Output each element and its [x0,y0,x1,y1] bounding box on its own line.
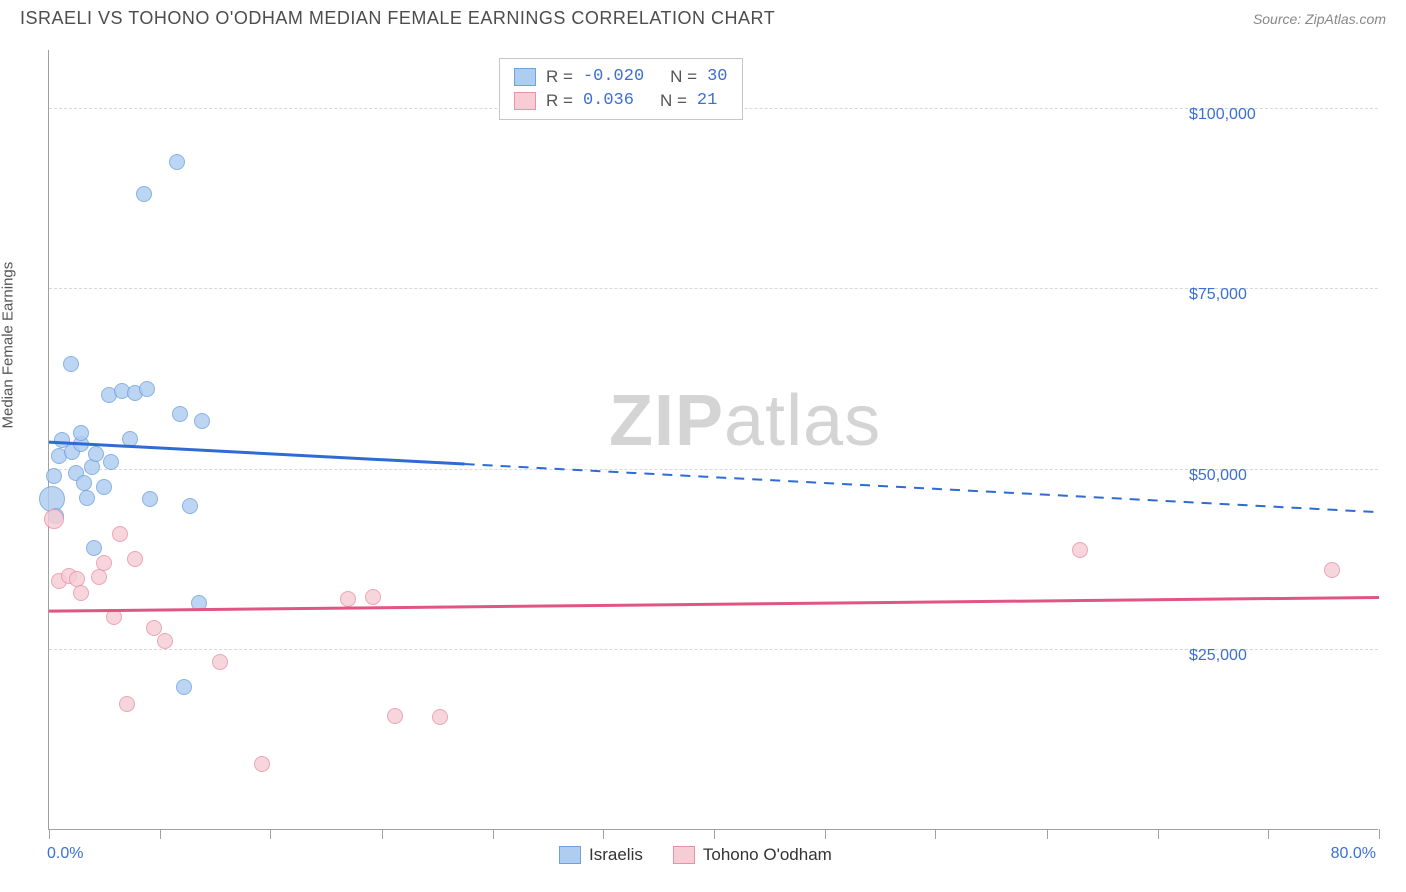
x-tick [935,829,936,839]
x-tick [1268,829,1269,839]
x-tick-label: 80.0% [1331,845,1376,863]
legend-swatch [514,68,536,86]
x-tick-label: 0.0% [47,845,83,863]
legend-swatch [559,846,581,864]
n-value: 30 [707,65,727,89]
x-tick [1047,829,1048,839]
x-tick [493,829,494,839]
x-tick [603,829,604,839]
n-label: N = [670,65,697,89]
r-label: R = [546,65,573,89]
legend-swatch [514,92,536,110]
x-tick [160,829,161,839]
x-tick [1379,829,1380,839]
x-tick [825,829,826,839]
legend-swatch [673,846,695,864]
legend-label: Tohono O'odham [703,845,832,865]
legend-item: Tohono O'odham [673,845,832,865]
x-tick [382,829,383,839]
chart-source: Source: ZipAtlas.com [1253,11,1386,27]
n-label: N = [660,89,687,113]
legend-row: R = 0.036 N = 21 [514,89,728,113]
y-axis-title: Median Female Earnings [0,262,17,429]
chart-header: ISRAELI VS TOHONO O'ODHAM MEDIAN FEMALE … [0,0,1406,41]
correlation-legend: R = -0.020 N = 30 R = 0.036 N = 21 [499,58,743,120]
x-tick [49,829,50,839]
x-tick [270,829,271,839]
legend-label: Israelis [589,845,643,865]
scatter-chart: $25,000$50,000$75,000$100,0000.0%80.0%ZI… [48,50,1378,830]
legend-row: R = -0.020 N = 30 [514,65,728,89]
n-value: 21 [697,89,717,113]
series-legend: Israelis Tohono O'odham [559,845,832,865]
chart-title: ISRAELI VS TOHONO O'ODHAM MEDIAN FEMALE … [20,8,775,29]
x-tick [1158,829,1159,839]
x-tick [714,829,715,839]
legend-item: Israelis [559,845,643,865]
r-value: -0.020 [583,65,644,89]
r-label: R = [546,89,573,113]
r-value: 0.036 [583,89,634,113]
trend-lines [49,50,1378,829]
